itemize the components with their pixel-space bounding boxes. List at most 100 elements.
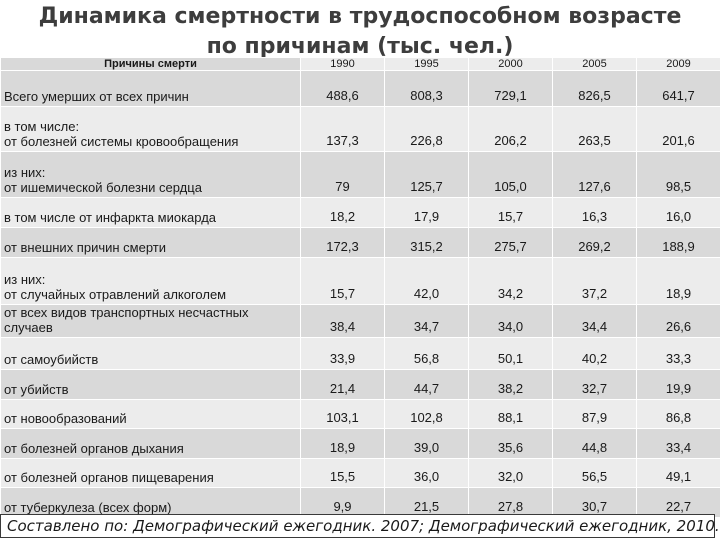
row-label-text: от убийств [4, 382, 69, 397]
table-row: в том числе: от болезней системы кровообр… [0, 106, 720, 152]
row-value: 22,7 [636, 487, 720, 518]
row-value: 44,8 [552, 428, 637, 459]
row-value: 488,6 [300, 70, 385, 107]
row-value: 86,8 [636, 399, 720, 429]
row-value: 18,2 [300, 197, 385, 228]
table-row: в том числе от инфаркта миокарда 18,2 17,9… [0, 197, 720, 228]
row-value: 33,4 [636, 428, 720, 459]
row-value: 226,8 [384, 106, 469, 152]
row-value: 15,5 [300, 458, 385, 488]
row-label-text: от болезней органов пищеварения [4, 470, 214, 485]
table-row: от болезней органов дыхания 18,9 39,0 35,6 4… [0, 428, 720, 459]
table-row: от самоубийств 33,9 56,8 50,1 40,2 33,3 [0, 337, 720, 370]
row-value: 56,8 [384, 337, 469, 370]
row-value: 275,7 [468, 227, 553, 258]
header-year: 2009 [636, 57, 720, 71]
row-label: от болезней органов дыхания [0, 428, 301, 459]
row-value: 44,7 [384, 369, 469, 400]
row-value: 49,1 [636, 458, 720, 488]
page-title: Динамика смертности в трудоспособном воз… [38, 4, 682, 59]
row-label-text: от ишемической болезни сердца [4, 180, 202, 195]
row-value: 9,9 [300, 487, 385, 518]
row-label: от самоубийств [0, 337, 301, 370]
row-value: 56,5 [552, 458, 637, 488]
header-label: Причины смерти [0, 57, 301, 71]
row-label: в том числе: от болезней системы кровообр… [0, 106, 301, 152]
header-year: 1995 [384, 57, 469, 71]
row-value: 16,3 [552, 197, 637, 228]
row-value: 729,1 [468, 70, 553, 107]
row-value: 40,2 [552, 337, 637, 370]
table-row: от туберкулеза (всех форм) 9,9 21,5 27,8 30,… [0, 487, 720, 518]
row-value: 19,9 [636, 369, 720, 400]
row-label-text: от туберкулеза (всех форм) [4, 500, 172, 515]
row-value: 201,6 [636, 106, 720, 152]
row-value: 102,8 [384, 399, 469, 429]
table-row: от убийств 21,4 44,7 38,2 32,7 19,9 [0, 369, 720, 400]
row-value: 50,1 [468, 337, 553, 370]
row-label-text: от случайных отравлений алкоголем [4, 287, 227, 302]
row-value: 39,0 [384, 428, 469, 459]
row-value: 826,5 [552, 70, 637, 107]
row-value: 42,0 [384, 257, 469, 305]
row-value: 30,7 [552, 487, 637, 518]
row-value: 16,0 [636, 197, 720, 228]
row-value: 263,5 [552, 106, 637, 152]
row-value: 315,2 [384, 227, 469, 258]
row-value: 35,6 [468, 428, 553, 459]
row-value: 26,6 [636, 304, 720, 338]
row-value: 88,1 [468, 399, 553, 429]
header-year: 2005 [552, 57, 637, 71]
row-value: 641,7 [636, 70, 720, 107]
row-value: 27,8 [468, 487, 553, 518]
row-value: 34,7 [384, 304, 469, 338]
row-value: 34,0 [468, 304, 553, 338]
row-value: 137,3 [300, 106, 385, 152]
table-row: от новообразований 103,1 102,8 88,1 87,9 86,8 [0, 399, 720, 429]
row-label: из них: от ишемической болезни сердца [0, 151, 301, 198]
header-year: 2000 [468, 57, 553, 71]
row-label: от новообразований [0, 399, 301, 429]
row-value: 98,5 [636, 151, 720, 198]
table-row: от внешних причин смерти 172,3 315,2 275,7 2… [0, 227, 720, 258]
row-value: 21,5 [384, 487, 469, 518]
row-label: Всего умерших от всех причин [0, 70, 301, 107]
row-label-text: от внешних причин смерти [4, 240, 166, 255]
row-value: 34,4 [552, 304, 637, 338]
table-row: от всех видов транспортных несчастных сл… [0, 304, 720, 338]
table-row: из них: от ишемической болезни сердца 79 12… [0, 151, 720, 198]
row-value: 18,9 [636, 257, 720, 305]
row-prefix: в том числе: [4, 119, 80, 134]
row-label: из них: от случайных отравлений алкоголем [0, 257, 301, 305]
row-value: 87,9 [552, 399, 637, 429]
table-row: Всего умерших от всех причин 488,6 808,3 72… [0, 70, 720, 107]
row-label-text: Всего умерших от всех причин [4, 89, 189, 104]
header-year: 1990 [300, 57, 385, 71]
row-value: 105,0 [468, 151, 553, 198]
row-label-text: от болезней системы кровообращения [4, 134, 239, 149]
row-prefix: из них: [4, 165, 46, 180]
row-label: в том числе от инфаркта миокарда [0, 197, 301, 228]
row-value: 21,4 [300, 369, 385, 400]
table-header-row: Причины смерти 1990 1995 2000 2005 2009 [0, 57, 720, 71]
row-label-text: от самоубийств [4, 352, 99, 367]
row-value: 206,2 [468, 106, 553, 152]
row-value: 808,3 [384, 70, 469, 107]
row-label: от всех видов транспортных несчастных сл… [0, 304, 301, 338]
row-value: 172,3 [300, 227, 385, 258]
row-value: 38,2 [468, 369, 553, 400]
table-row: из них: от случайных отравлений алкоголем… [0, 257, 720, 305]
row-label-text: от болезней органов дыхания [4, 441, 184, 456]
row-value: 17,9 [384, 197, 469, 228]
row-value: 32,0 [468, 458, 553, 488]
row-value: 15,7 [468, 197, 553, 228]
row-value: 127,6 [552, 151, 637, 198]
row-value: 79 [300, 151, 385, 198]
row-label-text: от новообразований [4, 411, 127, 426]
row-label: от болезней органов пищеварения [0, 458, 301, 488]
row-label-text: в том числе от инфаркта миокарда [4, 210, 217, 225]
row-label: от туберкулеза (всех форм) [0, 487, 301, 518]
row-value: 33,9 [300, 337, 385, 370]
row-value: 37,2 [552, 257, 637, 305]
row-value: 15,7 [300, 257, 385, 305]
